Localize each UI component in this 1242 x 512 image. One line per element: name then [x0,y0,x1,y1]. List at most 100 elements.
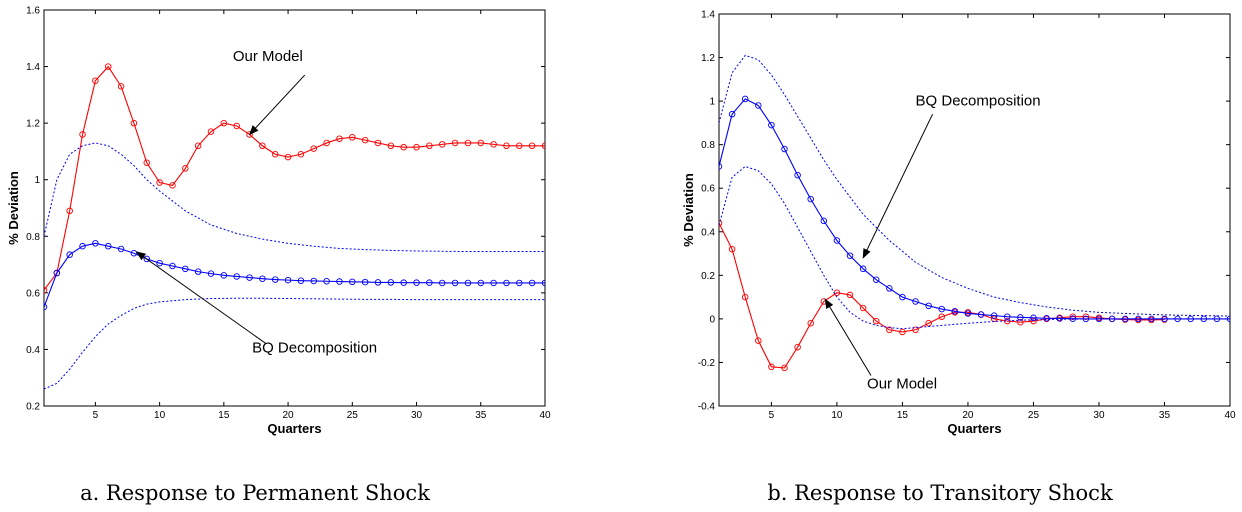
data-point [541,279,545,287]
data-point [528,142,536,150]
data-point [117,245,125,253]
data-point [938,313,945,320]
data-point [899,293,906,301]
data-point [768,121,775,129]
data-point [297,277,305,284]
data-point [44,286,48,294]
data-point [755,102,762,109]
y-tick-label: 0.6 [26,288,40,299]
plot-frame [43,9,546,407]
annotation-arrow [135,251,267,345]
y-tick-label: 0.4 [26,345,40,356]
data-point [807,319,814,327]
data-point [220,119,228,127]
data-point [1030,314,1037,322]
data-point [451,139,459,147]
data-point [361,136,369,144]
data-point [846,252,854,259]
data-point [781,364,788,372]
data-point [336,278,343,285]
y-tick-label: 1.2 [701,53,715,64]
data-point [477,279,485,287]
data-point [169,182,176,189]
data-point [794,171,801,179]
data-point [741,293,749,301]
y-tick-label: 0.6 [701,184,715,195]
data-point [323,278,330,285]
x-tick-label: 30 [411,410,423,421]
caption-transitory-shock: b. Response to Transitory Shock [767,481,1113,505]
data-point [297,151,305,158]
data-point [53,269,61,277]
data-point [349,278,356,286]
data-point [872,276,880,283]
series-line-2 [44,142,545,253]
y-axis-label: % Deviation [681,173,696,247]
data-point [741,95,749,103]
data-point [310,277,318,285]
data-point [1226,315,1230,323]
data-point [951,308,959,315]
caption-permanent-shock: a. Response to Permanent Shock [80,481,430,505]
data-point [719,163,723,170]
data-point [938,305,945,313]
data-point [310,145,318,152]
x-tick-label: 15 [897,410,909,421]
x-tick-label: 40 [1224,410,1236,421]
data-point [92,240,99,247]
data-point [528,279,536,287]
x-tick-label: 35 [475,410,487,421]
data-point [503,142,510,150]
data-point [44,303,48,311]
data-point [1121,315,1129,323]
data-point [1056,315,1063,322]
data-point [541,142,545,150]
data-point [1082,313,1090,320]
data-point [438,141,446,148]
x-tick-label: 25 [1028,410,1040,421]
data-point [859,304,867,312]
y-tick-label: 1.4 [701,10,715,21]
series-line-3 [719,165,1230,330]
data-point [104,63,112,70]
series-group [44,63,545,390]
x-axis-label: Quarters [267,421,321,436]
annotation-arrow [824,298,872,376]
data-point [1017,318,1024,326]
data-point [438,279,446,287]
data-point [66,251,73,258]
y-tick-label: 0 [709,314,715,325]
annotation-label: Our Model [233,48,303,65]
y-tick-label: 1.4 [26,62,40,73]
data-point [374,279,382,286]
data-point [516,142,523,150]
data-point [207,270,215,277]
data-point [194,142,202,150]
y-tick-label: 1 [34,175,40,186]
y-tick-label: 0.2 [26,402,40,413]
data-point [426,279,433,286]
data-point [387,142,395,150]
x-tick-label: 30 [1093,410,1105,421]
x-tick-label: 5 [769,410,775,421]
data-point [719,219,723,227]
y-tick-label: 0.2 [701,271,715,282]
data-point [464,279,472,287]
data-point [220,272,228,279]
x-tick-label: 40 [539,410,551,421]
annotation-label: BQ Decomposition [916,92,1041,109]
data-point [503,279,510,287]
data-point [130,119,138,127]
data-point [271,276,279,283]
data-point [194,268,202,275]
data-point [755,337,762,344]
data-point [781,145,788,153]
data-point [899,328,906,336]
series-line-3 [44,297,545,390]
series-line-2 [719,54,1230,317]
series-line-0 [44,65,545,291]
annotation-label: BQ Decomposition [252,339,377,356]
y-axis-label: % Deviation [6,171,21,245]
data-point [182,265,189,273]
